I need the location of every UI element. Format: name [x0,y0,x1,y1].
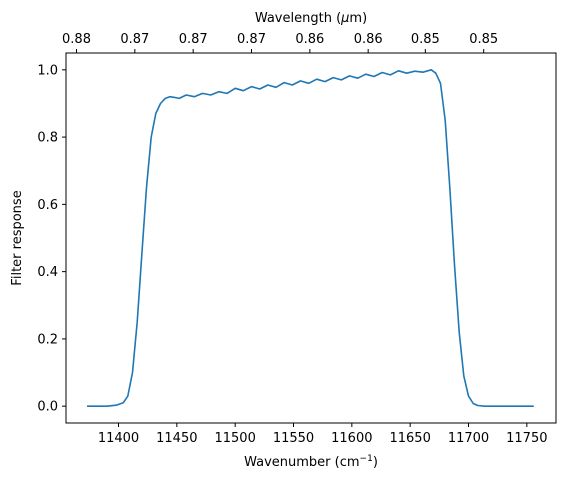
top-x-tick-label: 0.87 [179,32,208,47]
top-x-axis-label-unit: m) [349,11,367,26]
y-tick-label: 0.0 [37,400,58,415]
x-tick-label: 11550 [273,431,314,446]
top-x-tick-label: 0.87 [120,32,149,47]
top-x-tick-label: 0.86 [295,32,324,47]
top-x-axis-ticks: 0.88 0.87 0.87 0.87 0.86 0.86 0.85 0.85 [62,32,498,53]
x-axis-label-superscript: −1 [360,454,373,464]
top-x-tick-label: 0.88 [62,32,91,47]
top-x-axis-label-text: Wavelength ( [255,11,341,26]
x-axis-label-text: Wavenumber (cm [244,455,359,470]
top-x-axis-label: Wavelength (μm) [255,11,367,26]
y-axis-label: Filter response [10,190,25,285]
top-x-tick-label: 0.85 [411,32,440,47]
x-tick-label: 11600 [331,431,372,446]
y-tick-label: 0.4 [37,265,58,280]
y-axis-ticks: 0.0 0.2 0.4 0.6 0.8 1.0 [37,63,66,415]
x-tick-label: 11400 [98,431,139,446]
top-x-tick-label: 0.85 [469,32,498,47]
y-tick-label: 0.8 [37,131,58,146]
plot-frame [65,52,557,424]
bottom-x-axis-ticks: 11400 11450 11500 11550 11600 11650 11700 11750 [98,423,548,446]
x-axis-label: Wavenumber (cm−1) [244,454,378,470]
top-x-tick-label: 0.86 [354,32,383,47]
x-tick-label: 11450 [156,431,197,446]
x-tick-label: 11700 [448,431,489,446]
y-tick-label: 1.0 [37,63,58,78]
x-tick-label: 11750 [506,431,547,446]
x-tick-label: 11500 [214,431,255,446]
y-tick-label: 0.2 [37,332,58,347]
x-axis-label-close: ) [373,455,378,470]
x-tick-label: 11650 [389,431,430,446]
top-x-tick-label: 0.87 [237,32,266,47]
top-x-axis-label-mu: μ [340,11,349,26]
filter-response-line [87,69,534,408]
y-tick-label: 0.6 [37,198,58,213]
